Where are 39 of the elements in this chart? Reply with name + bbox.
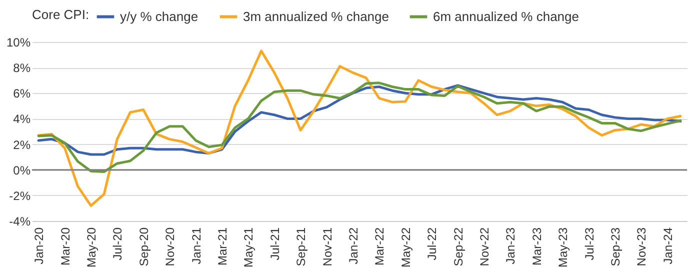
legend-label: 3m annualized % change — [243, 8, 389, 24]
x-tick-label: Jan-23 — [504, 227, 518, 264]
x-tick-label: Sep-21 — [294, 227, 308, 266]
x-tick-label: May-22 — [398, 227, 413, 268]
x-tick-label: Jan-24 — [660, 227, 675, 264]
x-tick-label: Nov-20 — [163, 227, 178, 266]
x-tick-label: Jan-21 — [189, 227, 204, 264]
y-tick-label: 6% — [13, 86, 31, 101]
legend-title: Core CPI: — [32, 7, 90, 22]
x-tick-label: Jul-20 — [110, 227, 125, 260]
x-tick-label: Nov-22 — [477, 227, 492, 266]
x-tick-label: Nov-23 — [634, 227, 649, 266]
x-tick-label: Mar-23 — [530, 227, 544, 266]
y-tick-label: 8% — [13, 61, 31, 76]
y-tick-label: -4% — [9, 214, 31, 228]
y-tick-label: 2% — [13, 138, 31, 152]
y-tick-label: -2% — [9, 188, 31, 203]
x-tick-label: Mar-22 — [372, 227, 387, 266]
x-tick-label: Jul-22 — [425, 227, 440, 260]
line-series — [37, 82, 682, 174]
legend-label: y/y % change — [120, 8, 198, 24]
x-tick-label: Nov-21 — [320, 227, 334, 266]
x-tick-label: Sep-23 — [608, 227, 622, 266]
x-tick-label: May-23 — [556, 227, 570, 268]
x-tick-label: Jul-21 — [268, 227, 282, 260]
x-tick-label: Jan-22 — [346, 227, 360, 264]
x-tick-label: Mar-21 — [215, 227, 230, 266]
x-tick-label: Mar-20 — [58, 227, 72, 266]
y-tick-label: 0% — [13, 163, 31, 178]
x-tick-label: May-20 — [84, 227, 98, 268]
x-tick-label: Jan-20 — [32, 227, 46, 264]
x-tick-label: Sep-20 — [136, 227, 151, 266]
line-series — [37, 50, 682, 207]
x-tick-label: May-21 — [242, 227, 256, 268]
y-tick-label: 4% — [13, 112, 31, 126]
y-tick-label: 10% — [6, 36, 31, 50]
x-tick-label: Jul-23 — [582, 227, 596, 260]
x-tick-label: Sep-22 — [451, 227, 466, 266]
legend-label: 6m annualized % change — [433, 8, 579, 24]
